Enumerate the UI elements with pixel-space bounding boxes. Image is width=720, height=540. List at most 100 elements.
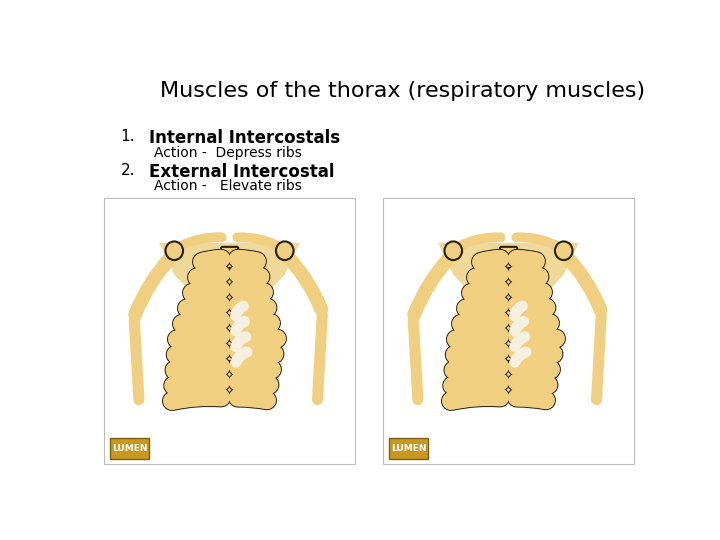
- FancyArrowPatch shape: [238, 305, 267, 308]
- FancyArrowPatch shape: [517, 367, 551, 369]
- FancyArrowPatch shape: [466, 305, 500, 308]
- FancyArrowPatch shape: [517, 274, 539, 276]
- FancyArrowPatch shape: [456, 335, 500, 339]
- FancyArrowPatch shape: [197, 274, 221, 278]
- FancyArrowPatch shape: [238, 289, 264, 292]
- FancyArrowPatch shape: [176, 351, 221, 355]
- FancyArrowPatch shape: [172, 397, 221, 401]
- Polygon shape: [172, 342, 224, 349]
- FancyArrowPatch shape: [238, 351, 274, 354]
- FancyArrowPatch shape: [454, 366, 500, 370]
- FancyArrowPatch shape: [174, 382, 221, 386]
- FancyArrowPatch shape: [174, 366, 221, 370]
- FancyArrowPatch shape: [174, 366, 221, 370]
- Polygon shape: [186, 295, 224, 303]
- FancyArrowPatch shape: [517, 320, 550, 323]
- FancyArrowPatch shape: [517, 259, 536, 261]
- FancyArrowPatch shape: [238, 237, 280, 247]
- FancyArrowPatch shape: [517, 259, 536, 261]
- FancyArrowPatch shape: [454, 366, 500, 370]
- FancyArrowPatch shape: [455, 351, 500, 355]
- FancyArrowPatch shape: [517, 367, 551, 369]
- FancyArrowPatch shape: [461, 320, 500, 324]
- FancyArrowPatch shape: [471, 289, 500, 293]
- Bar: [383, 198, 634, 464]
- FancyArrowPatch shape: [238, 351, 274, 354]
- Polygon shape: [171, 357, 224, 364]
- FancyArrowPatch shape: [238, 320, 271, 323]
- FancyBboxPatch shape: [222, 268, 237, 361]
- Text: Action -  Depress ribs: Action - Depress ribs: [154, 146, 302, 160]
- FancyArrowPatch shape: [515, 306, 522, 315]
- Polygon shape: [177, 326, 224, 334]
- FancyArrowPatch shape: [517, 397, 546, 400]
- FancyArrowPatch shape: [452, 382, 500, 386]
- FancyArrowPatch shape: [238, 289, 264, 292]
- FancyArrowPatch shape: [238, 320, 271, 323]
- Polygon shape: [466, 295, 503, 303]
- FancyArrowPatch shape: [176, 351, 221, 355]
- FancyArrowPatch shape: [517, 397, 546, 400]
- FancyArrowPatch shape: [517, 259, 536, 261]
- FancyArrowPatch shape: [134, 320, 139, 400]
- FancyArrowPatch shape: [177, 335, 221, 339]
- Text: LUMEN: LUMEN: [391, 444, 426, 453]
- FancyArrowPatch shape: [135, 255, 172, 315]
- FancyArrowPatch shape: [517, 320, 550, 323]
- FancyArrowPatch shape: [238, 382, 269, 385]
- FancyArrowPatch shape: [517, 274, 539, 276]
- FancyArrowPatch shape: [566, 255, 600, 309]
- FancyArrowPatch shape: [238, 336, 277, 339]
- FancyArrowPatch shape: [172, 397, 221, 401]
- FancyArrowPatch shape: [517, 382, 549, 385]
- Polygon shape: [451, 342, 503, 349]
- FancyArrowPatch shape: [517, 336, 556, 339]
- FancyArrowPatch shape: [476, 274, 500, 278]
- FancyArrowPatch shape: [481, 259, 500, 262]
- FancyArrowPatch shape: [413, 320, 418, 400]
- FancyArrowPatch shape: [235, 321, 245, 331]
- FancyBboxPatch shape: [389, 438, 428, 458]
- FancyArrowPatch shape: [476, 274, 500, 278]
- FancyArrowPatch shape: [517, 305, 546, 308]
- FancyArrowPatch shape: [414, 255, 451, 315]
- Polygon shape: [476, 265, 503, 272]
- FancyArrowPatch shape: [187, 305, 221, 308]
- Ellipse shape: [166, 241, 183, 260]
- FancyArrowPatch shape: [177, 335, 221, 339]
- FancyArrowPatch shape: [517, 351, 554, 354]
- Polygon shape: [192, 280, 224, 287]
- FancyArrowPatch shape: [238, 367, 272, 369]
- FancyArrowPatch shape: [238, 382, 269, 385]
- FancyArrowPatch shape: [451, 397, 500, 401]
- Polygon shape: [169, 373, 224, 380]
- FancyArrowPatch shape: [238, 259, 257, 261]
- FancyArrowPatch shape: [238, 289, 264, 292]
- FancyArrowPatch shape: [466, 305, 500, 308]
- FancyArrowPatch shape: [287, 255, 321, 309]
- FancyArrowPatch shape: [517, 351, 554, 354]
- Text: Muscles of the thorax (respiratory muscles): Muscles of the thorax (respiratory muscl…: [160, 82, 645, 102]
- FancyArrowPatch shape: [238, 320, 271, 323]
- FancyArrowPatch shape: [177, 335, 221, 339]
- FancyArrowPatch shape: [238, 397, 267, 400]
- FancyArrowPatch shape: [187, 305, 221, 308]
- Text: 1.: 1.: [121, 129, 135, 144]
- FancyArrowPatch shape: [455, 351, 500, 355]
- FancyArrowPatch shape: [236, 337, 246, 347]
- FancyArrowPatch shape: [517, 274, 539, 276]
- FancyArrowPatch shape: [238, 397, 267, 400]
- FancyArrowPatch shape: [318, 315, 323, 400]
- FancyArrowPatch shape: [455, 351, 500, 355]
- Text: Action -   Elevate ribs: Action - Elevate ribs: [154, 179, 302, 193]
- FancyArrowPatch shape: [451, 397, 500, 401]
- FancyArrowPatch shape: [238, 305, 267, 308]
- Text: LUMEN: LUMEN: [112, 444, 147, 453]
- FancyArrowPatch shape: [238, 397, 267, 400]
- FancyArrowPatch shape: [471, 289, 500, 293]
- FancyArrowPatch shape: [461, 320, 500, 324]
- FancyArrowPatch shape: [517, 336, 556, 339]
- FancyArrowPatch shape: [517, 320, 550, 323]
- FancyArrowPatch shape: [515, 321, 523, 331]
- FancyArrowPatch shape: [517, 336, 556, 339]
